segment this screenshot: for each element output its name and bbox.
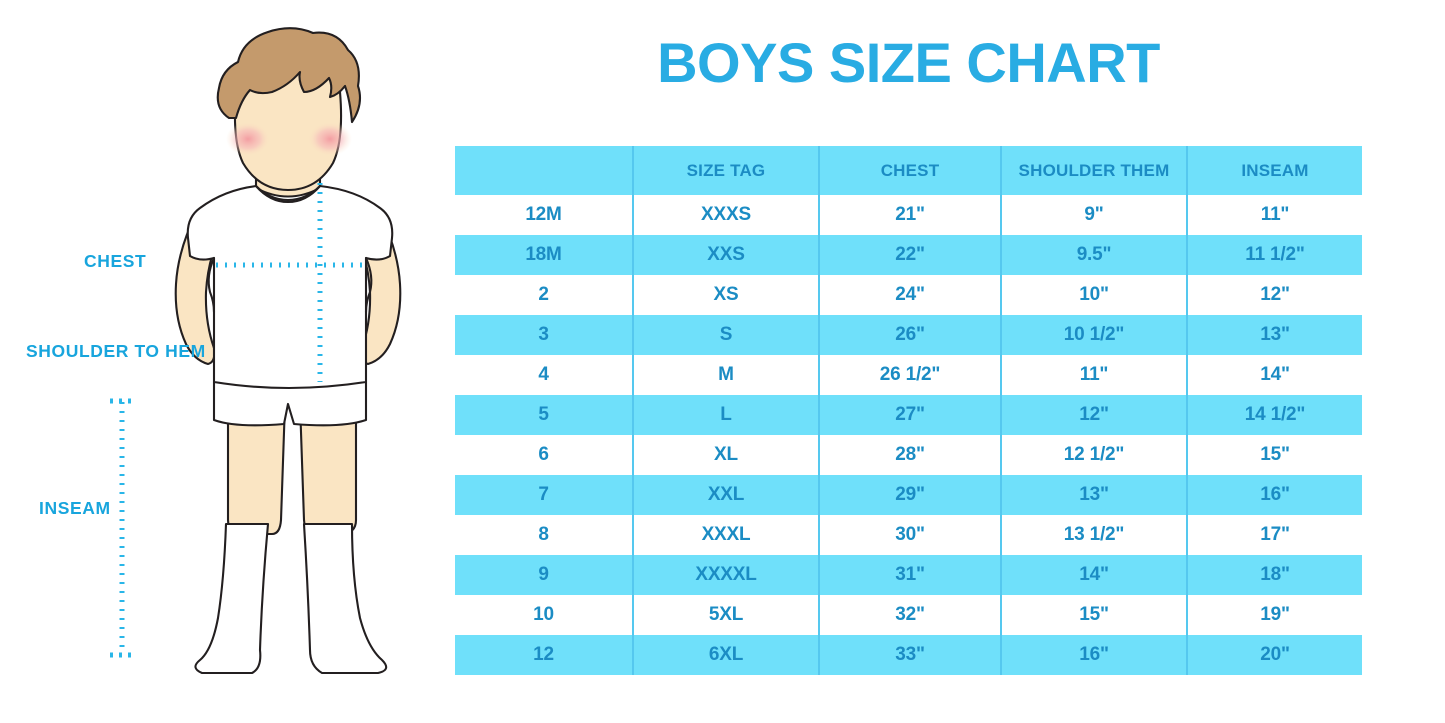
table-cell: 10 xyxy=(455,595,634,635)
illustration-panel: CHEST SHOULDER TO HEM INSEAM xyxy=(0,0,455,723)
shoulder-to-hem-label: SHOULDER TO HEM xyxy=(26,341,206,361)
chart-panel: BOYS SIZE CHART SIZE TAG CHEST SHOULDER … xyxy=(455,0,1445,723)
table-cell: 16" xyxy=(1186,475,1362,515)
table-cell: 7 xyxy=(455,475,634,515)
column-header-inseam: INSEAM xyxy=(1186,146,1362,195)
table-cell: 27" xyxy=(818,395,1002,435)
table-cell: 12" xyxy=(1186,275,1362,315)
table-cell: 12" xyxy=(1000,395,1188,435)
right-hand-notch xyxy=(364,256,373,314)
table-cell: XXXL xyxy=(632,515,820,555)
table-row: 12 6XL 33" 16" 20" xyxy=(455,635,1362,675)
hair-shape xyxy=(216,27,362,124)
page-title: BOYS SIZE CHART xyxy=(657,31,1160,94)
table-cell: 24" xyxy=(818,275,1002,315)
size-chart-table: SIZE TAG CHEST SHOULDER THEM INSEAM 12M X… xyxy=(455,146,1362,675)
table-cell: 6XL xyxy=(632,635,820,675)
table-cell: XXXXL xyxy=(632,555,820,595)
table-cell: 30" xyxy=(818,515,1002,555)
table-cell: 4 xyxy=(455,355,634,395)
table-cell: L xyxy=(632,395,820,435)
table-cell: 11 1/2" xyxy=(1186,235,1362,275)
table-cell: 33" xyxy=(818,635,1002,675)
table-cell: 11" xyxy=(1186,195,1362,235)
table-row: 12M XXXS 21" 9" 11" xyxy=(455,195,1362,235)
table-cell: 29" xyxy=(818,475,1002,515)
table-body: 12M XXXS 21" 9" 11" 18M XXS 22" 9.5" 11 1/2" 2 XS 24… xyxy=(455,195,1362,675)
table-cell: 14" xyxy=(1000,555,1188,595)
column-header-size-tag: SIZE TAG xyxy=(632,146,820,195)
table-cell: 5 xyxy=(455,395,634,435)
tshirt xyxy=(186,184,394,390)
blush-right xyxy=(308,122,352,156)
table-cell: M xyxy=(632,355,820,395)
table-cell: 18M xyxy=(455,235,634,275)
table-cell: 9 xyxy=(455,555,634,595)
table-cell: 12M xyxy=(455,195,634,235)
table-cell: 13" xyxy=(1186,315,1362,355)
table-cell: 28" xyxy=(818,435,1002,475)
table-cell: XL xyxy=(632,435,820,475)
table-row: 3 S 26" 10 1/2" 13" xyxy=(455,315,1362,355)
table-row: 2 XS 24" 10" 12" xyxy=(455,275,1362,315)
table-cell: 5XL xyxy=(632,595,820,635)
boy-figure-illustration xyxy=(110,27,402,675)
table-cell: 32" xyxy=(818,595,1002,635)
table-row: 10 5XL 32" 15" 19" xyxy=(455,595,1362,635)
table-cell: 14 1/2" xyxy=(1186,395,1362,435)
table-cell: 12 1/2" xyxy=(1000,435,1188,475)
blush-left xyxy=(226,122,270,156)
table-row: 6 XL 28" 12 1/2" 15" xyxy=(455,435,1362,475)
table-cell: 9" xyxy=(1000,195,1188,235)
table-cell: 22" xyxy=(818,235,1002,275)
inseam-label: INSEAM xyxy=(39,498,111,518)
table-cell: 6 xyxy=(455,435,634,475)
column-header-shoulder-hem: SHOULDER THEM xyxy=(1000,146,1188,195)
table-cell: 12 xyxy=(455,635,634,675)
table-cell: 10" xyxy=(1000,275,1188,315)
table-cell: 26" xyxy=(818,315,1002,355)
table-cell: XXXS xyxy=(632,195,820,235)
table-header-row: SIZE TAG CHEST SHOULDER THEM INSEAM xyxy=(455,146,1362,195)
table-cell: 13 1/2" xyxy=(1000,515,1188,555)
column-header-chest: CHEST xyxy=(818,146,1002,195)
table-cell: 31" xyxy=(818,555,1002,595)
table-cell: 18" xyxy=(1186,555,1362,595)
table-cell: 19" xyxy=(1186,595,1362,635)
table-cell: 21" xyxy=(818,195,1002,235)
table-cell: 9.5" xyxy=(1000,235,1188,275)
table-cell: 16" xyxy=(1000,635,1188,675)
tshirt-collar xyxy=(254,184,322,204)
shorts xyxy=(212,380,368,427)
table-cell: 14" xyxy=(1186,355,1362,395)
table-cell: 20" xyxy=(1186,635,1362,675)
table-row: 9 XXXXL 31" 14" 18" xyxy=(455,555,1362,595)
table-cell: XXL xyxy=(632,475,820,515)
table-cell: 2 xyxy=(455,275,634,315)
chest-label: CHEST xyxy=(84,251,147,271)
table-cell: 10 1/2" xyxy=(1000,315,1188,355)
table-row: 7 XXL 29" 13" 16" xyxy=(455,475,1362,515)
table-cell: 8 xyxy=(455,515,634,555)
table-cell: S xyxy=(632,315,820,355)
table-row: 18M XXS 22" 9.5" 11 1/2" xyxy=(455,235,1362,275)
table-row: 8 XXXL 30" 13 1/2" 17" xyxy=(455,515,1362,555)
column-header-size xyxy=(455,146,634,195)
left-hand-notch xyxy=(207,256,216,314)
table-cell: 3 xyxy=(455,315,634,355)
table-cell: 13" xyxy=(1000,475,1188,515)
right-sock xyxy=(302,522,388,675)
table-row: 5 L 27" 12" 14 1/2" xyxy=(455,395,1362,435)
table-cell: 17" xyxy=(1186,515,1362,555)
table-cell: 15" xyxy=(1000,595,1188,635)
table-cell: XXS xyxy=(632,235,820,275)
table-cell: 26 1/2" xyxy=(818,355,1002,395)
table-header: SIZE TAG CHEST SHOULDER THEM INSEAM xyxy=(455,146,1362,195)
table-cell: 15" xyxy=(1186,435,1362,475)
table-cell: 11" xyxy=(1000,355,1188,395)
left-sock xyxy=(194,522,270,675)
table-row: 4 M 26 1/2" 11" 14" xyxy=(455,355,1362,395)
table-cell: XS xyxy=(632,275,820,315)
